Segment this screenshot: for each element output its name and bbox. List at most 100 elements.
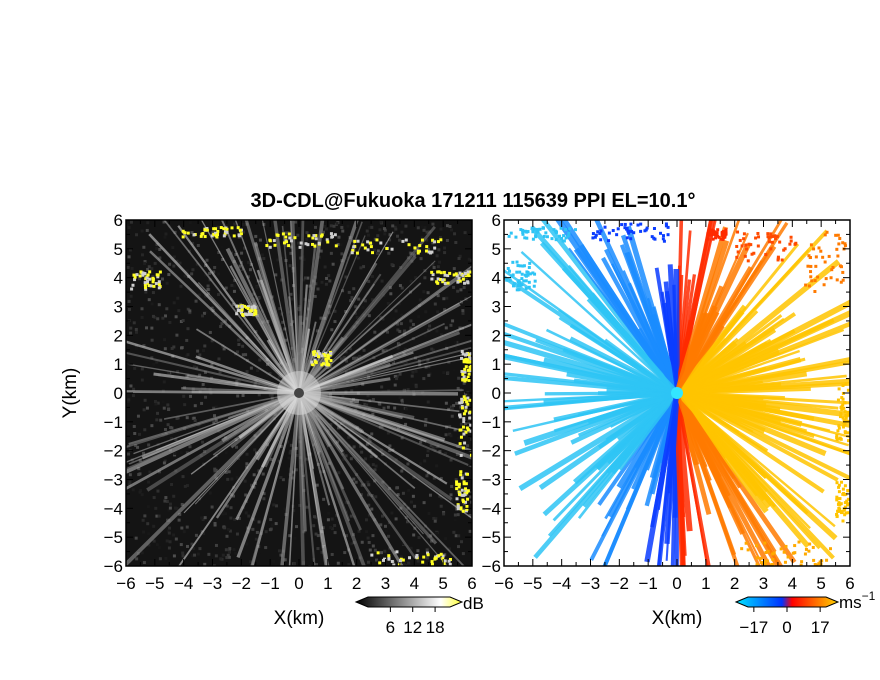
reflectivity-noise-cell bbox=[438, 235, 442, 239]
reflectivity-echo-cell bbox=[466, 270, 470, 274]
velocity-xtick-label: −4 bbox=[552, 574, 571, 593]
reflectivity-noise-cell bbox=[142, 561, 146, 565]
reflectivity-echo-cell bbox=[469, 423, 472, 427]
reflectivity-noise-cell bbox=[251, 527, 255, 531]
reflectivity-noise-cell bbox=[241, 344, 245, 348]
reflectivity-noise-cell bbox=[232, 284, 236, 288]
reflectivity-echo-cell bbox=[395, 550, 399, 554]
reflectivity-noise-cell bbox=[245, 542, 249, 546]
reflectivity-ytick-label: −5 bbox=[104, 528, 123, 547]
velocity-ray bbox=[660, 291, 679, 394]
velocity-field bbox=[504, 220, 850, 566]
reflectivity-echo-cell bbox=[130, 287, 134, 291]
reflectivity-noise-cell bbox=[173, 506, 177, 510]
velocity-echo-cell bbox=[511, 260, 515, 264]
reflectivity-echo-cell bbox=[322, 353, 326, 357]
reflectivity-noise-cell bbox=[341, 395, 345, 399]
reflectivity-noise-cell bbox=[325, 276, 329, 280]
velocity-echo-cell bbox=[564, 228, 568, 232]
reflectivity-echo-cell bbox=[306, 243, 310, 247]
reflectivity-noise-cell bbox=[459, 405, 463, 409]
reflectivity-noise-cell bbox=[342, 356, 346, 360]
reflectivity-noise-cell bbox=[396, 322, 400, 326]
reflectivity-noise-cell bbox=[350, 296, 354, 300]
reflectivity-echo-cell bbox=[378, 561, 382, 565]
reflectivity-noise-cell bbox=[336, 242, 340, 246]
velocity-ytick-label: 6 bbox=[492, 211, 501, 230]
reflectivity-noise-cell bbox=[204, 311, 208, 315]
reflectivity-field bbox=[126, 220, 472, 566]
reflectivity-noise-cell bbox=[337, 426, 341, 430]
velocity-echo-cell bbox=[823, 260, 827, 264]
velocity-echo-cell bbox=[841, 278, 845, 282]
reflectivity-xtick-label: −1 bbox=[260, 574, 279, 593]
reflectivity-noise-cell bbox=[423, 423, 427, 427]
velocity-echo-cell bbox=[789, 239, 793, 243]
reflectivity-ray bbox=[297, 262, 378, 394]
velocity-echo-cell bbox=[809, 243, 813, 247]
velocity-echo-cell bbox=[544, 231, 548, 235]
velocity-echo-cell bbox=[838, 497, 842, 501]
reflectivity-noise-cell bbox=[371, 398, 375, 402]
reflectivity-noise-cell bbox=[330, 517, 334, 521]
reflectivity-noise-cell bbox=[336, 440, 340, 444]
reflectivity-noise-cell bbox=[136, 445, 140, 449]
reflectivity-noise-cell bbox=[140, 253, 144, 257]
velocity-echo-cell bbox=[530, 226, 534, 230]
reflectivity-echo-cell bbox=[464, 500, 468, 504]
reflectivity-noise-cell bbox=[181, 319, 185, 323]
reflectivity-noise-cell bbox=[207, 552, 211, 556]
reflectivity-noise-cell bbox=[214, 405, 218, 409]
reflectivity-noise-cell bbox=[226, 553, 230, 557]
velocity-echo-cell bbox=[538, 227, 542, 231]
velocity-ray bbox=[643, 300, 679, 394]
reflectivity-noise-cell bbox=[443, 308, 447, 312]
reflectivity-echo-cell bbox=[463, 397, 467, 401]
velocity-echo-cell bbox=[591, 236, 595, 240]
reflectivity-noise-cell bbox=[444, 401, 448, 405]
reflectivity-noise-cell bbox=[320, 550, 324, 554]
reflectivity-noise-cell bbox=[450, 406, 454, 410]
reflectivity-noise-cell bbox=[235, 532, 239, 536]
reflectivity-noise-cell bbox=[358, 444, 362, 448]
reflectivity-noise-cell bbox=[249, 560, 253, 564]
reflectivity-noise-cell bbox=[159, 418, 163, 422]
reflectivity-noise-cell bbox=[256, 369, 260, 373]
reflectivity-noise-cell bbox=[177, 518, 181, 522]
reflectivity-echo-cell bbox=[461, 446, 465, 450]
reflectivity-noise-cell bbox=[210, 339, 214, 343]
reflectivity-ray bbox=[298, 268, 472, 394]
reflectivity-noise-cell bbox=[380, 551, 384, 555]
reflectivity-noise-cell bbox=[241, 230, 245, 234]
reflectivity-echo-cell bbox=[287, 244, 291, 248]
reflectivity-noise-cell bbox=[289, 449, 293, 453]
velocity-echo-cell bbox=[520, 277, 524, 281]
velocity-echo-cell bbox=[629, 222, 633, 226]
reflectivity-noise-cell bbox=[335, 221, 339, 225]
reflectivity-noise-cell bbox=[140, 493, 144, 497]
reflectivity-echo-cell bbox=[205, 228, 209, 232]
reflectivity-noise-cell bbox=[191, 268, 195, 272]
reflectivity-noise-cell bbox=[129, 220, 133, 224]
reflectivity-noise-cell bbox=[425, 454, 429, 458]
reflectivity-echo-cell bbox=[324, 357, 328, 361]
reflectivity-noise-cell bbox=[228, 547, 232, 551]
reflectivity-echo-cell bbox=[439, 277, 443, 281]
velocity-echo-cell bbox=[806, 264, 810, 268]
reflectivity-echo-cell bbox=[462, 493, 466, 497]
reflectivity-noise-cell bbox=[255, 285, 259, 289]
reflectivity-echo-cell bbox=[379, 241, 383, 245]
reflectivity-noise-cell bbox=[363, 237, 367, 241]
reflectivity-noise-cell bbox=[153, 399, 157, 403]
reflectivity-noise-cell bbox=[257, 469, 261, 473]
reflectivity-noise-cell bbox=[185, 374, 189, 378]
reflectivity-noise-cell bbox=[404, 407, 408, 411]
reflectivity-noise-cell bbox=[355, 315, 359, 319]
reflectivity-noise-cell bbox=[247, 260, 251, 264]
reflectivity-noise-cell bbox=[387, 534, 391, 538]
velocity-echo-cell bbox=[844, 492, 848, 496]
reflectivity-noise-cell bbox=[178, 512, 182, 516]
reflectivity-noise-cell bbox=[236, 394, 240, 398]
reflectivity-noise-cell bbox=[316, 287, 320, 291]
reflectivity-noise-cell bbox=[333, 320, 337, 324]
